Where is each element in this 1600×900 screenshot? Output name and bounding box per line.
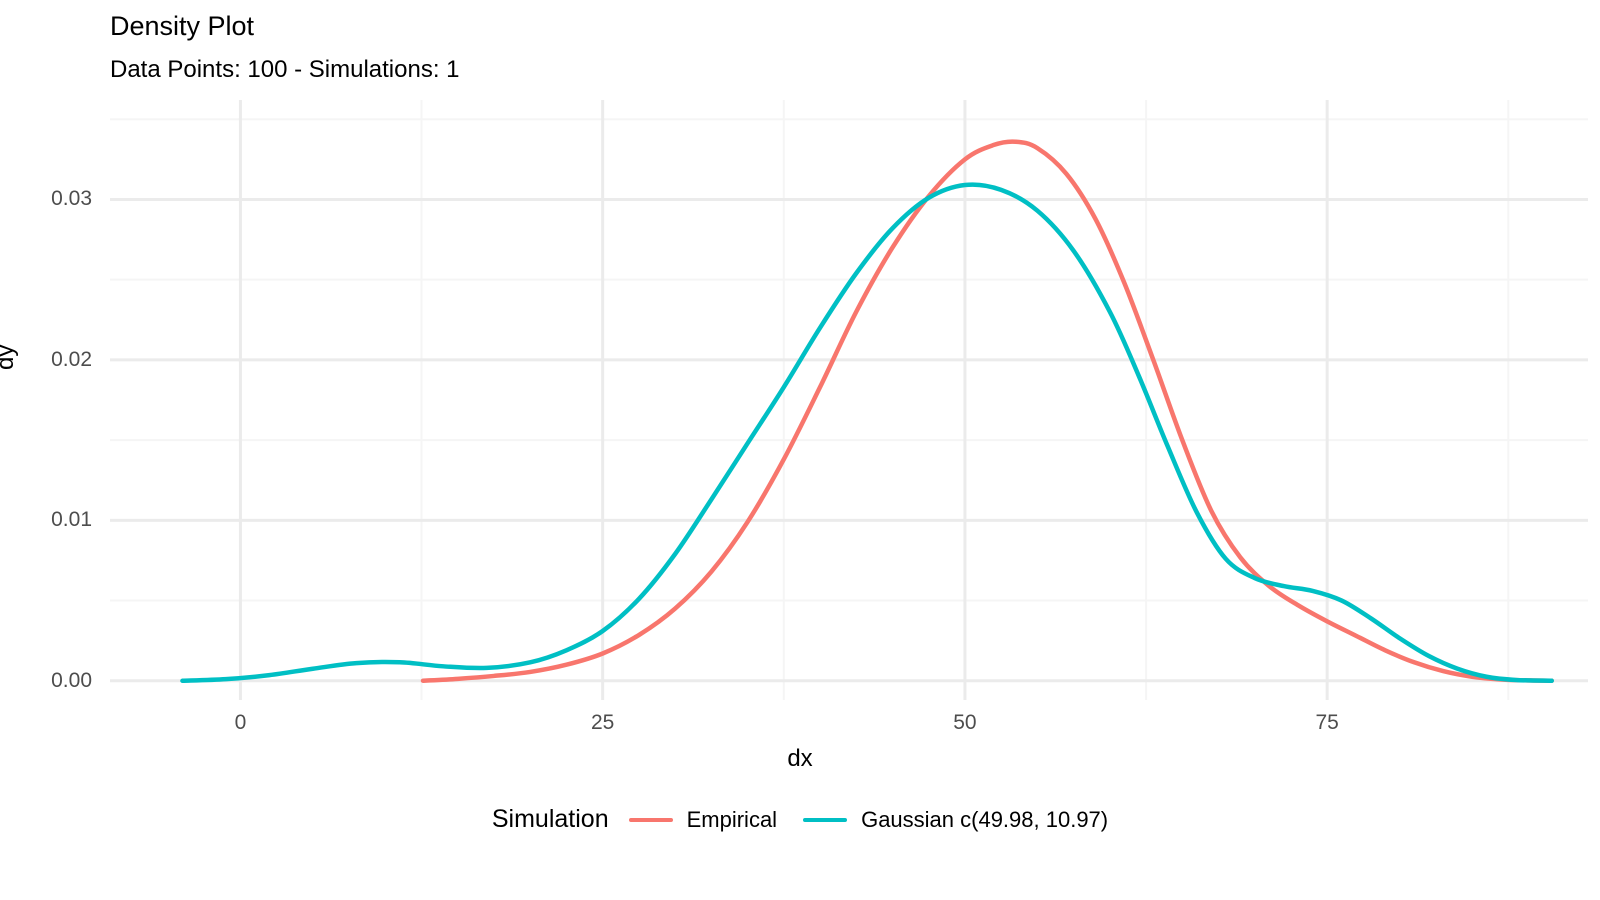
y-axis-tick-label: 0.01 [51, 508, 92, 532]
legend-title: Simulation [491, 805, 609, 833]
legend-item-empirical[interactable]: Empirical [628, 806, 778, 833]
legend-item-label: Empirical [686, 806, 778, 832]
legend-item-label: Gaussian c(49.98, 10.97) [861, 806, 1109, 832]
legend-line-key-icon [803, 817, 848, 822]
legend-line-key-icon [628, 817, 673, 822]
x-axis-tick-label: 0 [234, 711, 247, 734]
x-axis-tick-label: 75 [1315, 711, 1339, 734]
plot-canvas [110, 100, 1588, 700]
y-axis-title: dy [0, 344, 19, 370]
major-gridlines [110, 100, 1588, 700]
y-axis-tick-label: 0.03 [51, 187, 92, 211]
y-axis-tick-label: 0.00 [51, 668, 92, 692]
series-line [420, 139, 1555, 683]
x-axis-tick-label: 50 [953, 711, 977, 734]
plot-subtitle: Data Points: 100 - Simulations: 1 [110, 56, 460, 83]
series-line [180, 182, 1555, 683]
plot-panel [110, 100, 1588, 700]
legend-item-gaussian[interactable]: Gaussian c(49.98, 10.97) [803, 807, 1108, 833]
series-lines [180, 139, 1555, 683]
plot-title: Density Plot [110, 11, 255, 41]
minor-gridlines [110, 100, 1588, 700]
x-axis-tick-label: 25 [590, 711, 615, 734]
legend: Simulation Empirical Gaussian c(49.98, 1… [0, 805, 1600, 834]
x-axis-title: dx [787, 745, 813, 772]
y-axis-tick-label: 0.02 [51, 347, 92, 371]
